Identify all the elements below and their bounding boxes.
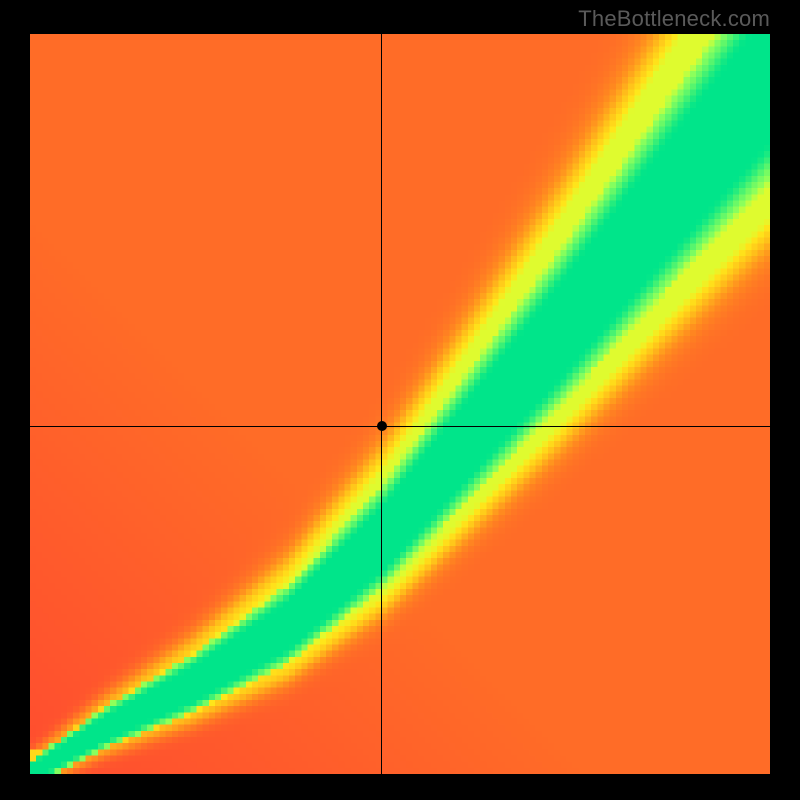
crosshair-marker xyxy=(377,421,387,431)
watermark-text: TheBottleneck.com xyxy=(578,6,770,32)
heatmap-canvas xyxy=(30,34,770,774)
chart-container: TheBottleneck.com xyxy=(0,0,800,800)
crosshair-horizontal xyxy=(30,426,770,427)
crosshair-vertical xyxy=(381,34,382,774)
plot-area xyxy=(30,34,770,774)
